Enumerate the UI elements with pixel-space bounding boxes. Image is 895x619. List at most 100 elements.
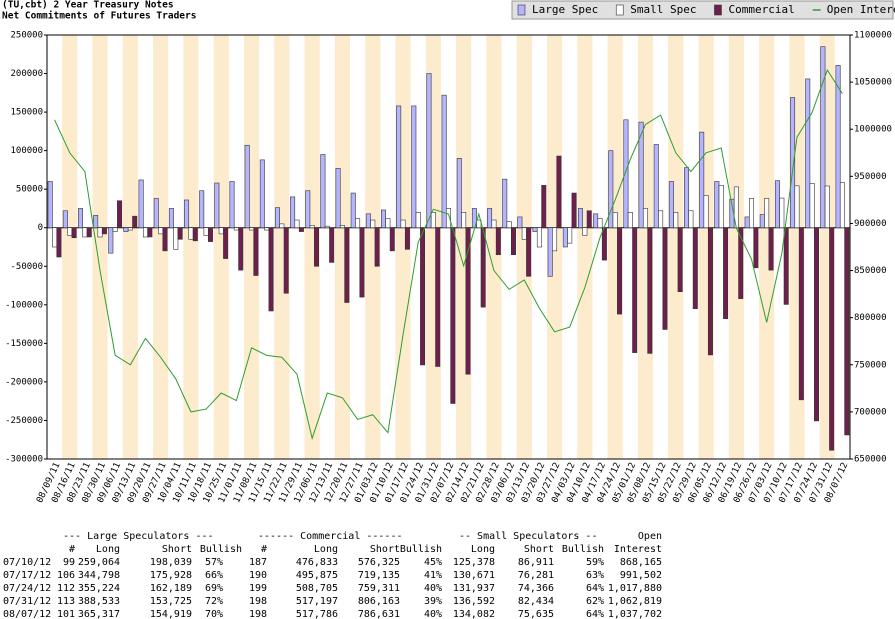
bar <box>138 179 144 229</box>
bar <box>147 227 153 238</box>
bar <box>168 208 174 229</box>
bar <box>738 227 744 299</box>
bar <box>67 227 73 236</box>
bar <box>707 227 713 356</box>
bar <box>480 227 486 308</box>
table-cell: 365,317 <box>78 609 120 619</box>
band <box>577 35 593 459</box>
bar <box>56 227 62 258</box>
table-date: 08/07/12 <box>3 609 51 619</box>
table-cell: 130,671 <box>453 570 495 581</box>
bar <box>283 227 289 294</box>
y-tick-label: 100000 <box>10 146 43 156</box>
bar <box>809 183 815 229</box>
table-column: Bullish <box>562 544 604 555</box>
table-cell: 576,325 <box>358 557 400 568</box>
bar <box>684 167 690 229</box>
table-cell: 388,533 <box>78 596 120 607</box>
y2-tick-label: 650000 <box>854 455 887 465</box>
bar <box>218 227 224 235</box>
table-cell: 40% <box>424 609 442 619</box>
bar <box>577 208 583 229</box>
bar <box>805 78 811 229</box>
bar <box>562 227 568 248</box>
table-cell: 57% <box>205 557 223 568</box>
table-cell: 112 <box>57 583 75 594</box>
table-cell: 476,833 <box>296 557 338 568</box>
table-cell: 63% <box>586 570 604 581</box>
band <box>607 35 623 459</box>
bar <box>320 154 326 229</box>
table-column: # <box>261 544 267 555</box>
y-tick-label: -100000 <box>5 300 43 310</box>
bar <box>536 227 542 248</box>
bar <box>350 192 356 229</box>
table-cell: 198 <box>249 596 267 607</box>
bar <box>173 227 179 250</box>
band <box>334 35 351 459</box>
bar <box>461 212 467 229</box>
table-column: Long <box>96 544 120 555</box>
table-cell: 82,434 <box>518 596 554 607</box>
table-group: -- Small Speculators -- <box>459 531 597 542</box>
bar <box>381 209 387 229</box>
y2-tick-label: 900000 <box>854 219 887 229</box>
bar <box>749 198 755 229</box>
bar <box>123 227 129 232</box>
bar <box>192 227 198 242</box>
bar <box>344 227 350 303</box>
y-tick-label: -150000 <box>5 339 43 349</box>
table-date: 07/10/12 <box>3 557 51 568</box>
table-cell: 187 <box>249 557 267 568</box>
band <box>365 35 381 459</box>
table-cell: 868,165 <box>620 557 662 568</box>
bar <box>339 225 345 229</box>
bar <box>244 144 250 229</box>
bar <box>62 210 68 229</box>
bar <box>673 212 679 229</box>
table-cell: 74,366 <box>518 583 554 594</box>
table-cell: 199 <box>249 583 267 594</box>
line <box>54 68 843 441</box>
table-cell: 1,037,702 <box>608 609 662 619</box>
table-date: 07/24/12 <box>3 583 51 594</box>
bar <box>699 131 705 229</box>
bar <box>506 221 512 229</box>
bar <box>132 215 138 229</box>
bar <box>532 227 538 232</box>
legend-label: Small Spec <box>630 3 696 16</box>
bar <box>567 227 573 244</box>
table-cell: 64% <box>586 583 604 594</box>
table-cell: 991,502 <box>620 570 662 581</box>
bar <box>586 210 592 229</box>
y2-tick-label: 750000 <box>854 360 887 370</box>
bar <box>82 227 88 238</box>
bar <box>839 182 845 229</box>
bar <box>456 158 462 229</box>
y-tick-label: -50000 <box>10 262 43 272</box>
bar <box>207 227 213 242</box>
bar <box>177 227 183 240</box>
bar <box>127 227 133 231</box>
bar <box>541 185 547 229</box>
bar <box>829 227 835 451</box>
bar <box>249 227 255 231</box>
table-cell: 64% <box>586 609 604 619</box>
bar <box>294 219 300 229</box>
bar <box>692 227 698 309</box>
table-cell: 806,163 <box>358 596 400 607</box>
y-tick-label: 150000 <box>10 108 43 118</box>
bar <box>491 219 497 229</box>
bar <box>435 227 441 367</box>
bar <box>314 227 320 267</box>
bar <box>374 227 380 267</box>
table-cell: 517,197 <box>296 596 338 607</box>
table-cell: 99 <box>63 557 75 568</box>
y2-tick-label: 950000 <box>854 172 887 182</box>
bar <box>71 227 77 239</box>
table-cell: 72% <box>205 596 223 607</box>
bar <box>653 144 659 229</box>
bar <box>835 65 841 229</box>
bar <box>487 208 493 229</box>
bar <box>593 213 599 229</box>
